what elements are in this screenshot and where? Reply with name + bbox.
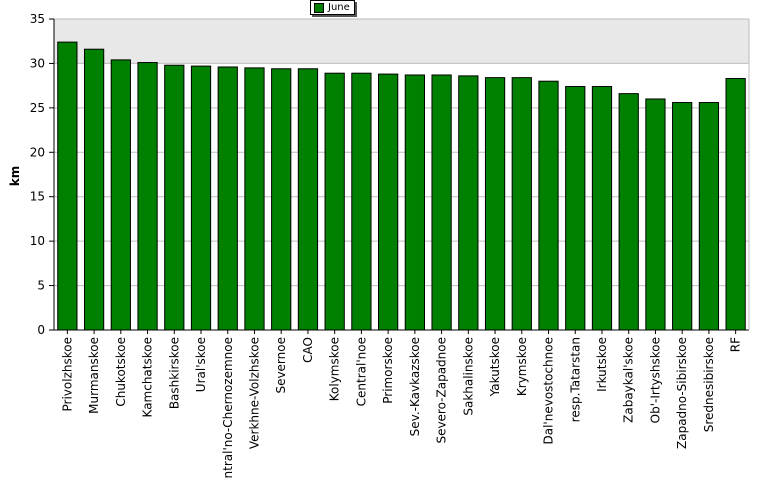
y-tick-labels: 0 5 10 15 20 25 30 35 [30, 12, 54, 337]
x-tick-label: Primorskoe [381, 337, 395, 404]
y-axis-label: km [8, 166, 22, 186]
x-tick-label: Yakutskoe [488, 337, 502, 397]
y-tick-label: 35 [30, 12, 45, 26]
plot-area [54, 19, 749, 330]
bar [164, 64, 185, 331]
bar [217, 66, 238, 331]
x-tick-labels: Privolzhskoe Murmanskoe Chukotskoe Kamchats… [60, 330, 743, 479]
plot-top-band [54, 19, 749, 64]
x-tick-label: Dal'nevostochnoe [542, 337, 556, 445]
x-tick-label: Murmanskoe [87, 337, 101, 414]
bar [698, 102, 720, 331]
bar [378, 73, 399, 331]
x-tick-label: Sakhalinskoe [461, 337, 475, 416]
bar [458, 75, 479, 331]
x-tick-label: Sev.-Kavkazskoe [408, 337, 422, 436]
bar [484, 77, 506, 331]
y-tick-label: 25 [30, 101, 45, 115]
x-tick-label: Severo-Zapadnoe [435, 337, 449, 444]
bar [110, 59, 131, 331]
bar [297, 68, 319, 331]
bar [404, 74, 425, 331]
x-tick-label: Verkhne-Volzhskoe [247, 337, 261, 449]
x-tick-label: Zabaykal'skoe [622, 337, 636, 423]
x-tick-label: Ural'skoe [194, 337, 208, 392]
x-tick-label: Zapadno-Sibirskoe [675, 337, 689, 449]
bar [565, 86, 586, 331]
plot-background [54, 19, 749, 330]
bar [672, 102, 693, 331]
x-tick-label: Kolymskoe [328, 337, 342, 401]
bar [137, 62, 158, 331]
bar [190, 65, 212, 331]
x-tick-label: Srednesibirskoe [702, 337, 716, 432]
x-tick-label: Severnoe [274, 337, 288, 394]
x-tick-label: Chukotskoe [114, 337, 128, 407]
legend-label: June [328, 2, 350, 13]
bar [618, 93, 639, 331]
x-tick-label: Bashkirskoe [167, 337, 181, 409]
y-tick-label: 20 [30, 145, 45, 159]
x-tick-label: Central'no-Chernozemnoe [221, 337, 235, 479]
bar [538, 80, 559, 331]
y-tick-label: 15 [30, 190, 45, 204]
y-tick-label: 30 [30, 56, 45, 70]
x-tick-label: RF [729, 337, 743, 352]
x-tick-label: Krymskoe [515, 337, 529, 396]
bar [511, 77, 532, 331]
bar [645, 98, 666, 331]
bar [351, 72, 372, 331]
axes [53, 19, 750, 331]
y-tick-label: 0 [37, 323, 45, 337]
legend: June [310, 0, 355, 15]
bar [244, 67, 265, 331]
bar [431, 74, 452, 331]
x-tick-label: resp.Tatarstan [568, 337, 582, 422]
bar [83, 48, 105, 331]
bar [324, 72, 345, 331]
bar [725, 78, 746, 331]
y-tick-label: 5 [37, 279, 45, 293]
bar [57, 41, 78, 331]
x-tick-label: Ob'-Irtyshskoe [648, 337, 662, 423]
legend-swatch [314, 2, 324, 13]
bar [591, 86, 613, 331]
x-tick-label: Privolzhskoe [60, 337, 74, 411]
x-tick-label: Central'noe [354, 337, 368, 406]
x-tick-label: Irkutskoe [595, 337, 609, 392]
y-tick-label: 10 [30, 234, 45, 248]
bar [271, 68, 292, 331]
x-tick-label: Kamchatskoe [141, 337, 155, 417]
x-tick-label: CAO [301, 337, 315, 363]
